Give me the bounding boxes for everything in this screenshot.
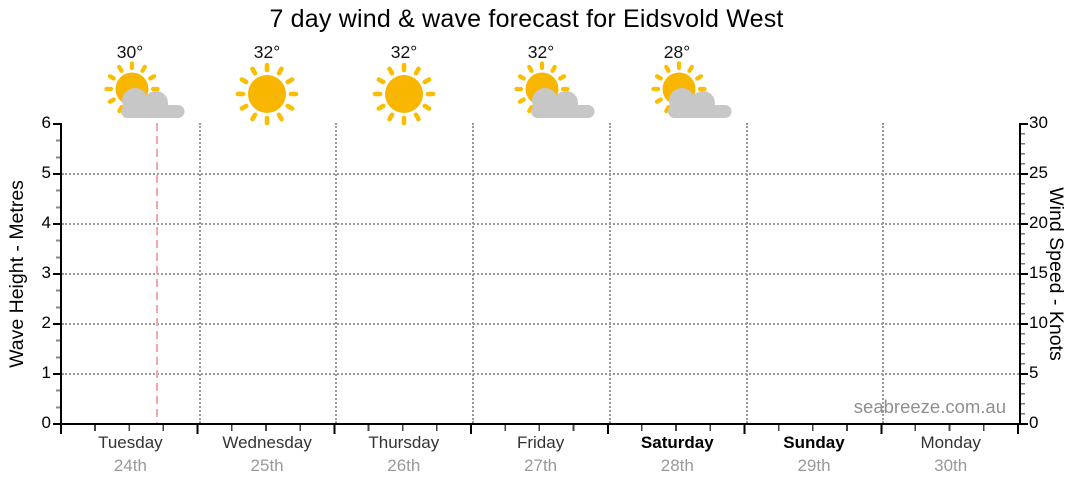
gridline-vertical [745, 123, 748, 423]
wave-tick-label: 2 [41, 313, 51, 332]
wave-tick-label: 5 [41, 163, 51, 182]
day-label: Monday [920, 433, 981, 452]
day-label: Friday [516, 433, 565, 452]
temperature-label: 32° [253, 42, 281, 62]
chart-title: 7 day wind & wave forecast for Eidsvold … [269, 5, 784, 33]
gridline-vertical [882, 123, 885, 423]
time-axis-major-ticks [60, 425, 1021, 434]
temperature-label: 30° [116, 42, 144, 62]
day-label: Wednesday [222, 433, 312, 452]
sun-behind-cloud-icon [637, 56, 737, 126]
gridline-vertical [198, 123, 201, 423]
day-label: Sunday [783, 433, 845, 452]
wind-tick-label: 5 [1029, 363, 1039, 382]
sun-behind-cloud-icon [500, 56, 600, 126]
now-marker-line [156, 123, 158, 423]
time-axis-line [60, 423, 1021, 425]
date-label: 29th [797, 456, 831, 475]
wind-axis-major-ticks [1021, 123, 1028, 425]
gridline-vertical [335, 123, 338, 423]
date-label: 27th [524, 456, 558, 475]
temperature-label: 28° [663, 42, 691, 62]
date-label: 30th [934, 456, 968, 475]
sun-icon [354, 56, 454, 126]
watermark: seabreeze.com.au [853, 396, 1006, 417]
wave-tick-label: 6 [41, 113, 51, 132]
wave-axis-line [60, 123, 62, 425]
wave-tick-label: 1 [41, 363, 51, 382]
date-label: 24th [113, 456, 147, 475]
date-label: 25th [250, 456, 284, 475]
day-label: Thursday [368, 433, 440, 452]
date-label: 28th [660, 456, 694, 475]
day-label: Tuesday [98, 433, 163, 452]
temperature-label: 32° [527, 42, 555, 62]
gridline-vertical [472, 123, 475, 423]
wind-tick-label: 30 [1029, 113, 1048, 132]
wave-axis-major-ticks [53, 123, 60, 425]
temperature-label: 32° [390, 42, 418, 62]
gridline-horizontal [62, 323, 1019, 325]
gridline-horizontal [62, 273, 1019, 275]
plot-area [53, 123, 1028, 434]
day-label: Saturday [640, 433, 714, 452]
wave-tick-label: 3 [41, 263, 51, 282]
wind-axis-line [1019, 123, 1021, 425]
wind-tick-label: 25 [1029, 163, 1048, 182]
gridline-horizontal [62, 173, 1019, 175]
wind-tick-label: 0 [1029, 413, 1039, 432]
wave-tick-label: 0 [41, 413, 51, 432]
wave-tick-label: 4 [41, 213, 51, 232]
gridline-vertical [608, 123, 611, 423]
wind-tick-label: 10 [1029, 313, 1048, 332]
wind-tick-label: 20 [1029, 213, 1048, 232]
sun-icon [217, 56, 317, 126]
gridline-horizontal [62, 373, 1019, 375]
gridline-horizontal [62, 223, 1019, 225]
date-label: 26th [387, 456, 421, 475]
wind-tick-label: 15 [1029, 263, 1048, 282]
sun-behind-cloud-icon [90, 56, 190, 126]
